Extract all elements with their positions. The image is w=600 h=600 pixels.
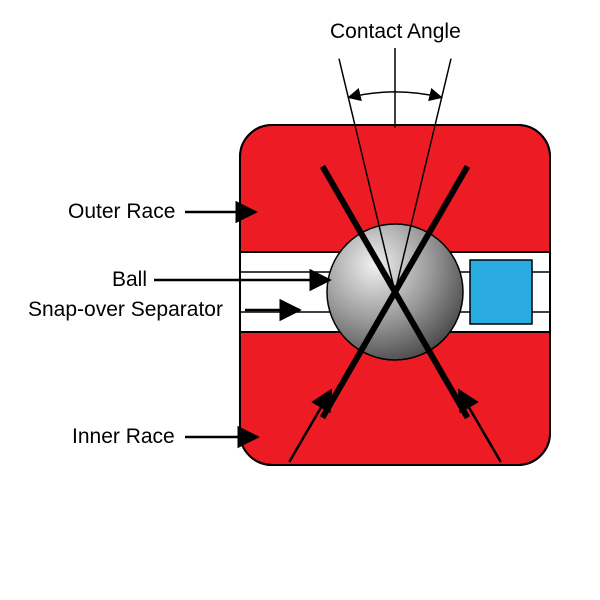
snap-block — [470, 260, 532, 324]
label-contact-angle: Contact Angle — [330, 20, 461, 44]
label-outer-race: Outer Race — [68, 200, 175, 224]
label-inner-race: Inner Race — [72, 425, 175, 449]
label-separator: Snap-over Separator — [28, 298, 223, 322]
label-ball: Ball — [112, 268, 147, 292]
